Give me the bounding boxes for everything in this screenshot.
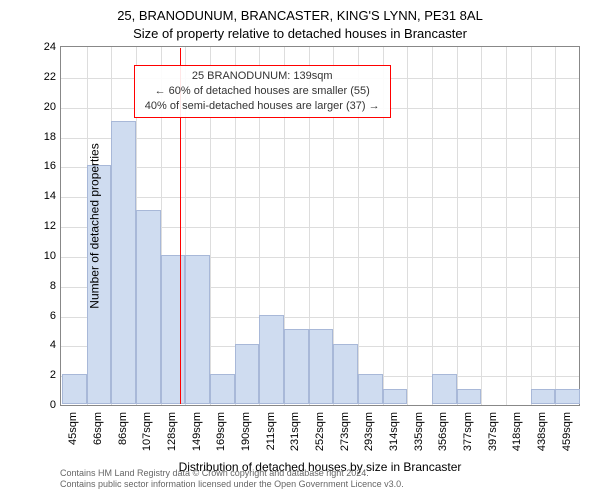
gridline-v xyxy=(481,47,482,405)
gridline-v xyxy=(407,47,408,405)
y-tick-label: 2 xyxy=(26,369,56,381)
x-tick-label: 418sqm xyxy=(511,412,523,451)
y-tick-label: 24 xyxy=(26,41,56,53)
histogram-bar xyxy=(235,344,260,404)
x-tick-label: 459sqm xyxy=(561,412,573,451)
gridline-h xyxy=(61,167,579,168)
attribution-footer: Contains HM Land Registry data © Crown c… xyxy=(60,468,404,491)
histogram-bar xyxy=(432,374,457,404)
histogram-bar xyxy=(210,374,235,404)
y-tick-label: 8 xyxy=(26,280,56,292)
histogram-bar xyxy=(457,389,482,404)
x-tick-label: 128sqm xyxy=(166,412,178,451)
histogram-bar xyxy=(259,315,284,405)
plot-area: 25 BRANODUNUM: 139sqm← 60% of detached h… xyxy=(60,46,580,406)
x-tick-label: 293sqm xyxy=(363,412,375,451)
x-tick-label: 190sqm xyxy=(240,412,252,451)
gridline-v xyxy=(555,47,556,405)
gridline-h xyxy=(61,138,579,139)
y-axis-label: Number of detached properties xyxy=(88,143,102,308)
x-tick-label: 335sqm xyxy=(413,412,425,451)
histogram-bar xyxy=(284,329,309,404)
annotation-line: 25 BRANODUNUM: 139sqm xyxy=(145,69,380,84)
x-tick-label: 149sqm xyxy=(191,412,203,451)
annotation-line: 40% of semi-detached houses are larger (… xyxy=(145,99,380,114)
y-tick-label: 12 xyxy=(26,220,56,232)
y-tick-label: 14 xyxy=(26,190,56,202)
x-tick-label: 107sqm xyxy=(141,412,153,451)
x-tick-label: 231sqm xyxy=(289,412,301,451)
gridline-v xyxy=(457,47,458,405)
x-tick-label: 45sqm xyxy=(67,412,79,445)
histogram-bar xyxy=(309,329,334,404)
x-tick-label: 356sqm xyxy=(437,412,449,451)
x-tick-label: 377sqm xyxy=(462,412,474,451)
gridline-h xyxy=(61,197,579,198)
x-tick-label: 397sqm xyxy=(487,412,499,451)
y-tick-label: 16 xyxy=(26,160,56,172)
x-tick-label: 86sqm xyxy=(117,412,129,445)
gridline-v xyxy=(432,47,433,405)
y-tick-label: 10 xyxy=(26,250,56,262)
histogram-bar xyxy=(111,121,136,404)
y-tick-label: 4 xyxy=(26,339,56,351)
y-tick-label: 20 xyxy=(26,101,56,113)
x-tick-label: 273sqm xyxy=(339,412,351,451)
histogram-plot: 25 BRANODUNUM: 139sqm← 60% of detached h… xyxy=(60,46,580,406)
x-tick-label: 66sqm xyxy=(92,412,104,445)
x-tick-label: 438sqm xyxy=(536,412,548,451)
footer-line1: Contains HM Land Registry data © Crown c… xyxy=(60,468,404,479)
subtitle: Size of property relative to detached ho… xyxy=(0,26,600,41)
y-tick-label: 18 xyxy=(26,131,56,143)
gridline-v xyxy=(531,47,532,405)
annotation-box: 25 BRANODUNUM: 139sqm← 60% of detached h… xyxy=(134,65,391,118)
histogram-bar xyxy=(358,374,383,404)
histogram-bar xyxy=(333,344,358,404)
histogram-bar xyxy=(136,210,161,404)
histogram-bar xyxy=(62,374,87,404)
y-tick-label: 0 xyxy=(26,399,56,411)
x-tick-label: 314sqm xyxy=(388,412,400,451)
histogram-bar xyxy=(383,389,408,404)
histogram-bar xyxy=(555,389,580,404)
footer-line2: Contains public sector information licen… xyxy=(60,479,404,490)
y-tick-label: 22 xyxy=(26,71,56,83)
x-tick-label: 169sqm xyxy=(215,412,227,451)
gridline-v xyxy=(506,47,507,405)
annotation-line: ← 60% of detached houses are smaller (55… xyxy=(145,84,380,99)
x-tick-label: 211sqm xyxy=(265,412,277,450)
y-tick-label: 6 xyxy=(26,310,56,322)
address-title: 25, BRANODUNUM, BRANCASTER, KING'S LYNN,… xyxy=(0,8,600,23)
histogram-bar xyxy=(161,255,186,404)
histogram-bar xyxy=(185,255,210,404)
histogram-bar xyxy=(531,389,556,404)
x-tick-label: 252sqm xyxy=(314,412,326,451)
